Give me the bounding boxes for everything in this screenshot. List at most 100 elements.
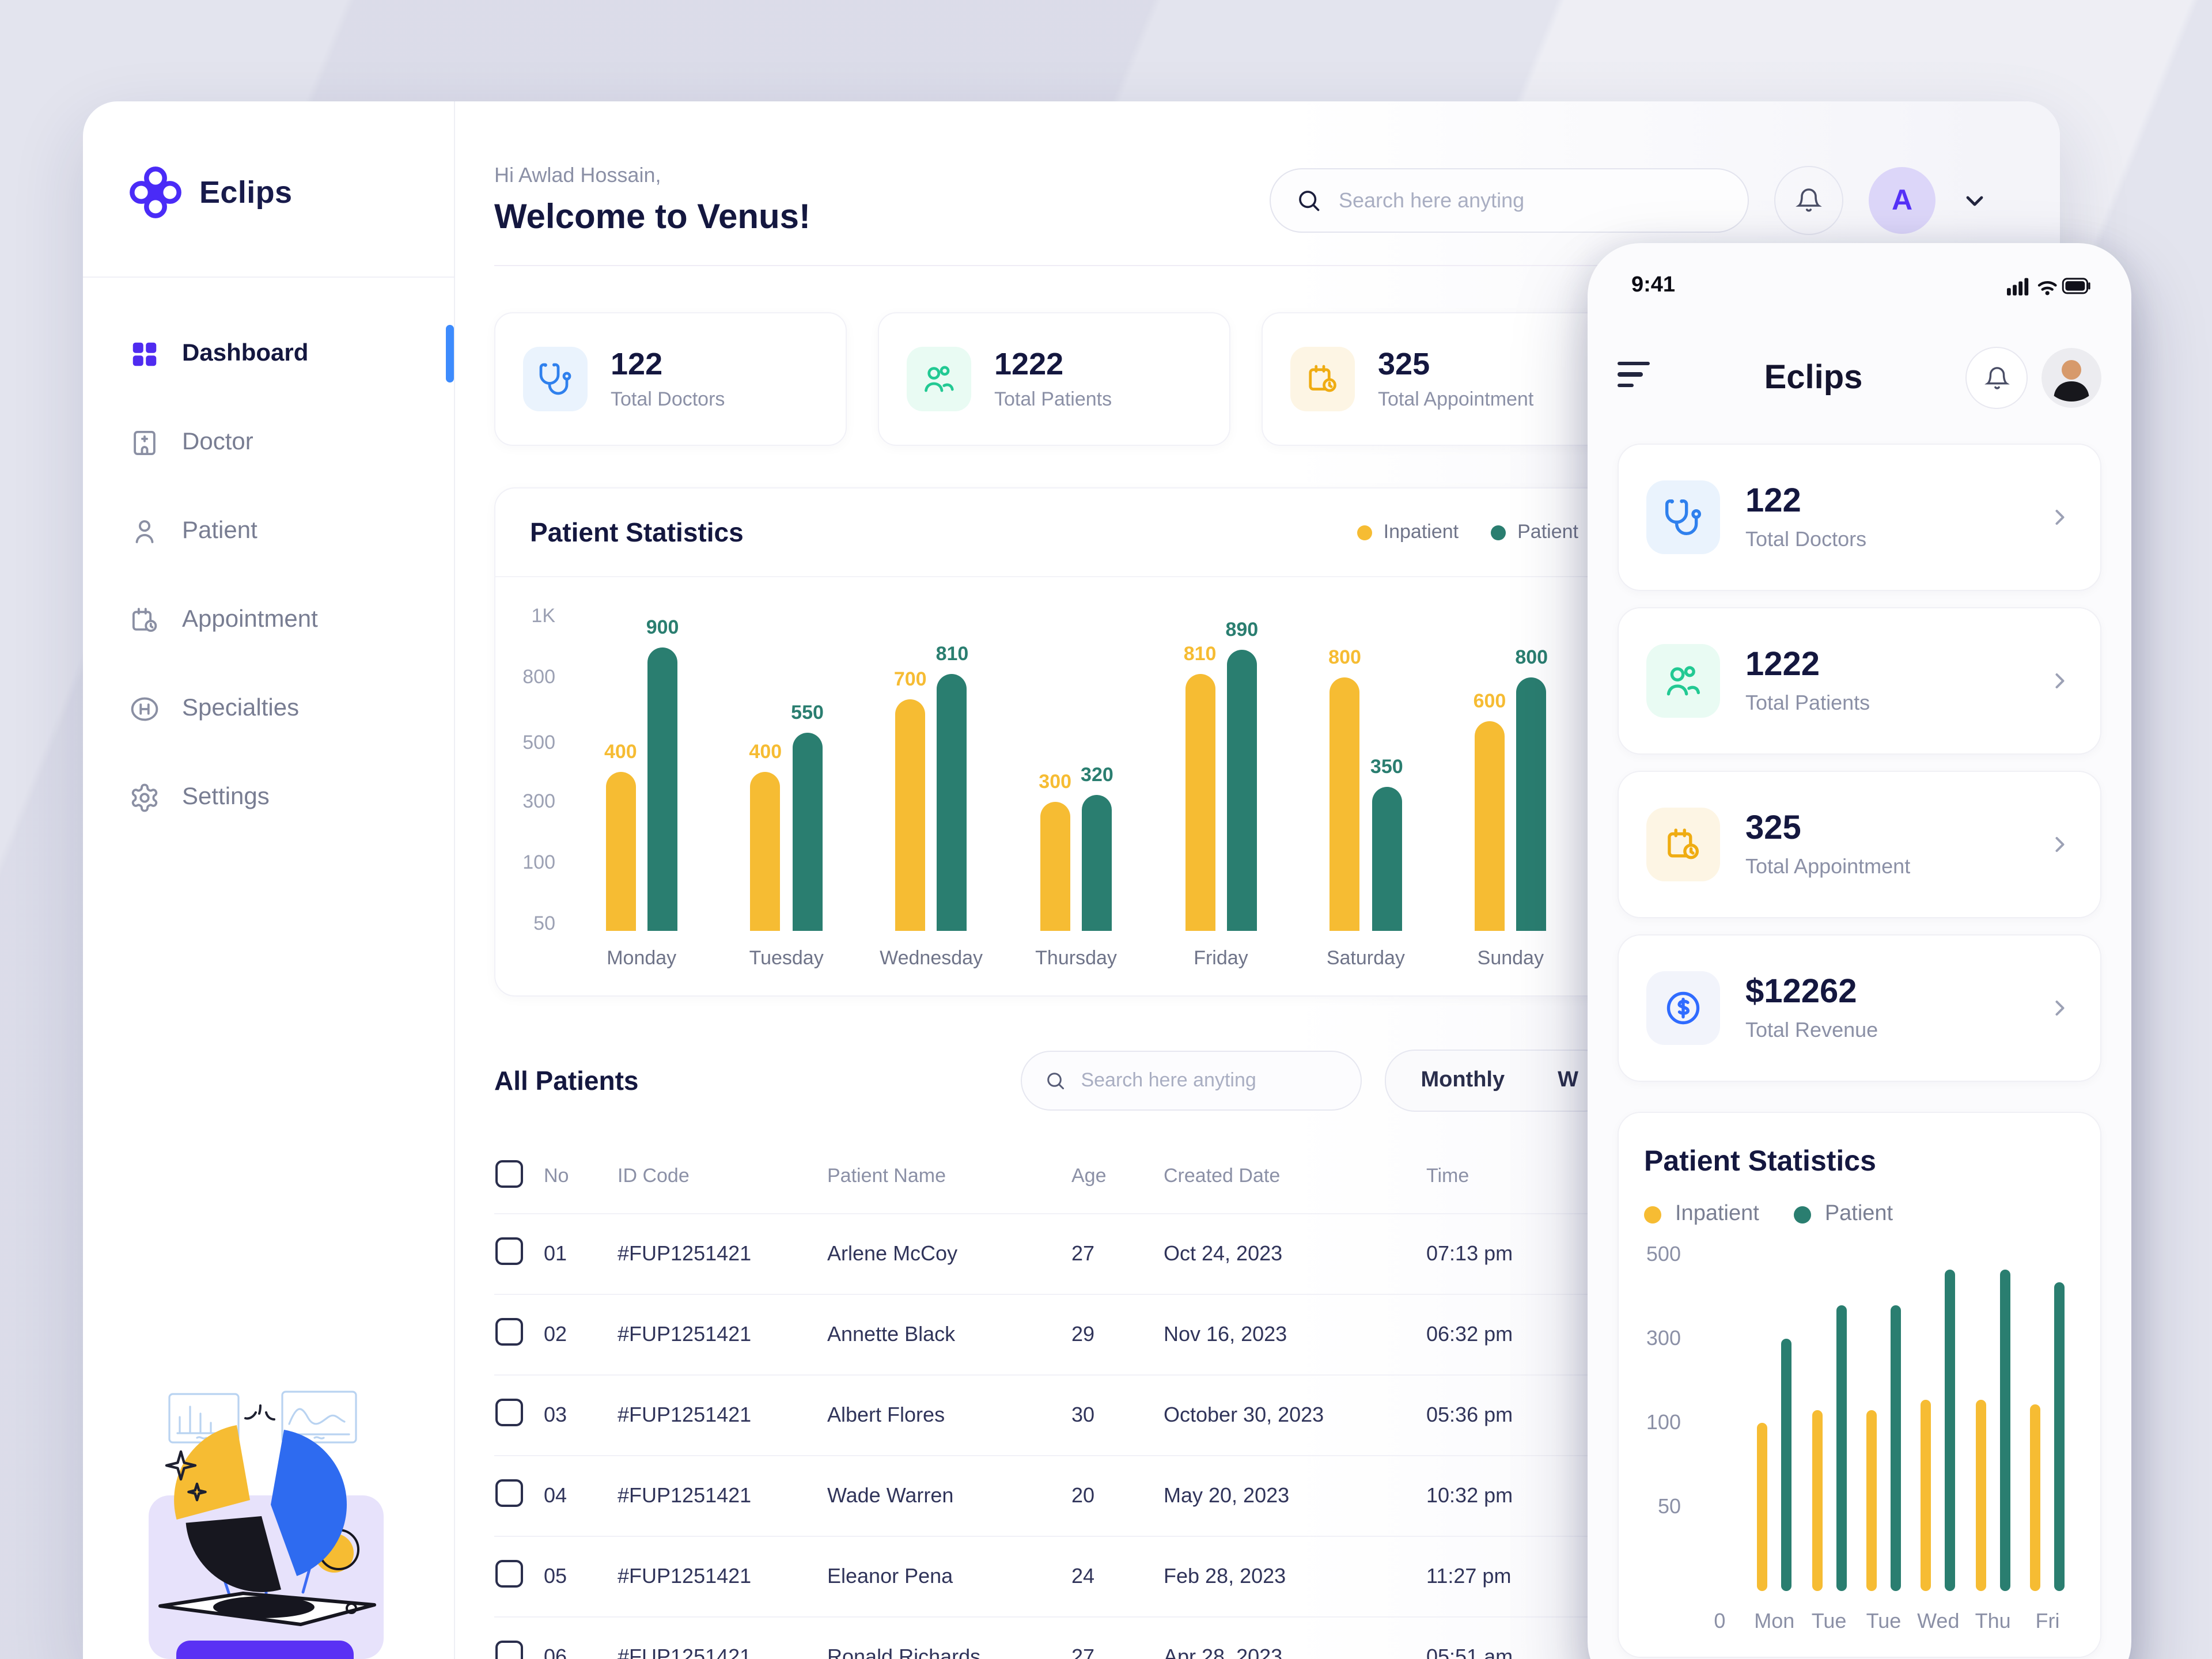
stat-card-patients: 1222 Total Patients	[878, 312, 1230, 446]
phone-notifications-button[interactable]	[1965, 347, 2028, 409]
greeting-text: Hi Awlad Hossain,	[494, 164, 661, 187]
stat-label: Total Appointment	[1378, 388, 1534, 410]
legend-label: Patient	[1824, 1202, 1893, 1226]
row-checkbox[interactable]	[495, 1237, 523, 1265]
stethoscope-icon	[1646, 480, 1720, 554]
table-search[interactable]	[1021, 1051, 1362, 1111]
active-indicator	[446, 325, 454, 382]
select-all-checkbox[interactable]	[495, 1160, 523, 1187]
table-search-input[interactable]	[1078, 1068, 1338, 1093]
sidebar-item-doctor[interactable]: Doctor	[129, 410, 454, 475]
phone-bar-chart: 50 100 300 500 0 Mon Tue Tue Wed Thu Fri	[1644, 1243, 2075, 1634]
menu-icon[interactable]	[1618, 361, 1650, 395]
sidebar-item-label: Dashboard	[182, 340, 309, 366]
sidebar-item-patient[interactable]: Patient	[129, 499, 454, 563]
calendar-clock-icon	[129, 604, 160, 635]
hospital-h-icon	[129, 693, 160, 724]
row-checkbox[interactable]	[495, 1560, 523, 1588]
phone-card-patients[interactable]: 1222 Total Patients	[1618, 607, 2101, 755]
chart-legend: Inpatient Patient	[1357, 521, 1578, 544]
phone-user-avatar[interactable]	[2041, 348, 2101, 408]
avatar-initial: A	[1891, 184, 1913, 216]
sidebar-item-label: Doctor	[182, 429, 253, 455]
sidebar-item-label: Appointment	[182, 606, 318, 632]
calendar-clock-icon	[1646, 808, 1720, 881]
sidebar-item-appointment[interactable]: Appointment	[129, 588, 454, 652]
col-age: Age	[1070, 1139, 1162, 1214]
search-input[interactable]	[1336, 187, 1722, 214]
eclips-logo-icon	[129, 166, 182, 219]
all-patients-header: All Patients Monthly W	[494, 1050, 1614, 1112]
user-avatar[interactable]: A	[1869, 167, 1936, 234]
stat-label: Total Patients	[994, 388, 1112, 410]
table-row: 06 #FUP1251421 Ronald Richards 27 Apr 28…	[494, 1616, 1614, 1659]
stat-value: 1222	[994, 347, 1064, 381]
table-row: 05 #FUP1251421 Eleanor Pena 24 Feb 28, 2…	[494, 1536, 1614, 1617]
person-icon	[129, 516, 160, 547]
row-checkbox[interactable]	[495, 1479, 523, 1507]
page-title: Welcome to Venus!	[494, 198, 811, 236]
chevron-right-icon	[2055, 1000, 2065, 1016]
phone-card-appointments[interactable]: 325 Total Appointment	[1618, 771, 2101, 918]
analytics-illustration	[158, 1391, 376, 1626]
phone-card-revenue[interactable]: $12262 Total Revenue	[1618, 934, 2101, 1082]
legend-dot-patient	[1491, 525, 1506, 540]
stat-card-appointments: 325 Total Appointment	[1262, 312, 1614, 446]
sidebar-item-settings[interactable]: Settings	[129, 765, 454, 830]
stat-value: 122	[611, 347, 663, 381]
chart-area: 50 100 300 500 800 1K 400 900 400 550 700 810 300 32…	[495, 577, 1613, 995]
row-checkbox[interactable]	[495, 1641, 523, 1659]
stethoscope-icon	[523, 347, 588, 411]
all-patients-title: All Patients	[494, 1065, 639, 1095]
chevron-down-icon[interactable]	[1961, 187, 1988, 214]
phone-card-doctors[interactable]: 122 Total Doctors	[1618, 444, 2101, 591]
chart-title: Patient Statistics	[530, 517, 744, 547]
table-row: 02 #FUP1251421 Annette Black 29 Nov 16, …	[494, 1294, 1614, 1375]
legend-label: Inpatient	[1675, 1202, 1759, 1226]
card-value: 325	[1745, 810, 1801, 847]
table-row: 01 #FUP1251421 Arlene McCoy 27 Oct 24, 2…	[494, 1213, 1614, 1294]
main-header: Hi Awlad Hossain, Welcome to Venus! A	[494, 164, 1988, 266]
notifications-button[interactable]	[1774, 166, 1843, 235]
card-value: $12262	[1745, 974, 1857, 1010]
bell-icon	[1796, 188, 1822, 212]
weekly-bar-chart: 50 100 300 500 800 1K 400 900 400 550 700 810 300 32…	[516, 605, 1583, 970]
promo-illustration	[146, 1378, 388, 1659]
y-axis-ticks: 50 100 300 500	[1646, 1243, 1681, 1518]
phone-statistics-card: Patient Statistics Inpatient Patient 50 1…	[1618, 1112, 2101, 1658]
legend-label: Patient	[1517, 521, 1578, 543]
sidebar-divider	[83, 276, 454, 278]
brand-logo-row: Eclips	[83, 152, 454, 233]
card-label: Total Revenue	[1745, 1018, 1878, 1041]
bell-icon	[1984, 366, 2009, 389]
filter-partial: W	[1558, 1068, 1578, 1092]
mobile-mockup: 9:41 Eclips	[1588, 243, 2131, 1659]
card-label: Total Patients	[1745, 691, 1870, 714]
search-icon	[1299, 191, 1320, 211]
row-checkbox[interactable]	[495, 1399, 523, 1426]
global-search[interactable]	[1270, 168, 1749, 233]
legend-dot-patient	[1793, 1206, 1811, 1223]
stats-row: 122 Total Doctors 1222	[494, 312, 1614, 446]
sidebar-item-specialties[interactable]: Specialties	[129, 676, 454, 741]
card-label: Total Appointment	[1745, 855, 1911, 878]
chart-header: Patient Statistics Inpatient Patient	[495, 488, 1613, 577]
sidebar-nav: Dashboard Doctor	[83, 278, 454, 854]
legend-patient: Patient	[1491, 521, 1578, 544]
col-time: Time	[1425, 1139, 1614, 1214]
users-icon	[1646, 644, 1720, 718]
y-axis-ticks: 50 100 300 500 800 1K	[522, 605, 555, 934]
sidebar: Eclips Dashboard Docto	[83, 101, 455, 1659]
promo-button[interactable]	[176, 1641, 354, 1659]
card-value: 1222	[1745, 646, 1820, 683]
table-header-row: No ID Code Patient Name Age Created Date…	[494, 1139, 1614, 1214]
sidebar-item-dashboard[interactable]: Dashboard	[129, 321, 454, 386]
sidebar-item-label: Patient	[182, 517, 257, 544]
chevron-right-icon	[2055, 509, 2065, 525]
row-checkbox[interactable]	[495, 1318, 523, 1346]
stat-card-doctors: 122 Total Doctors	[494, 312, 847, 446]
period-filter-dropdown[interactable]: Monthly W	[1385, 1050, 1614, 1112]
sidebar-item-label: Settings	[182, 783, 270, 810]
users-icon	[907, 347, 971, 411]
